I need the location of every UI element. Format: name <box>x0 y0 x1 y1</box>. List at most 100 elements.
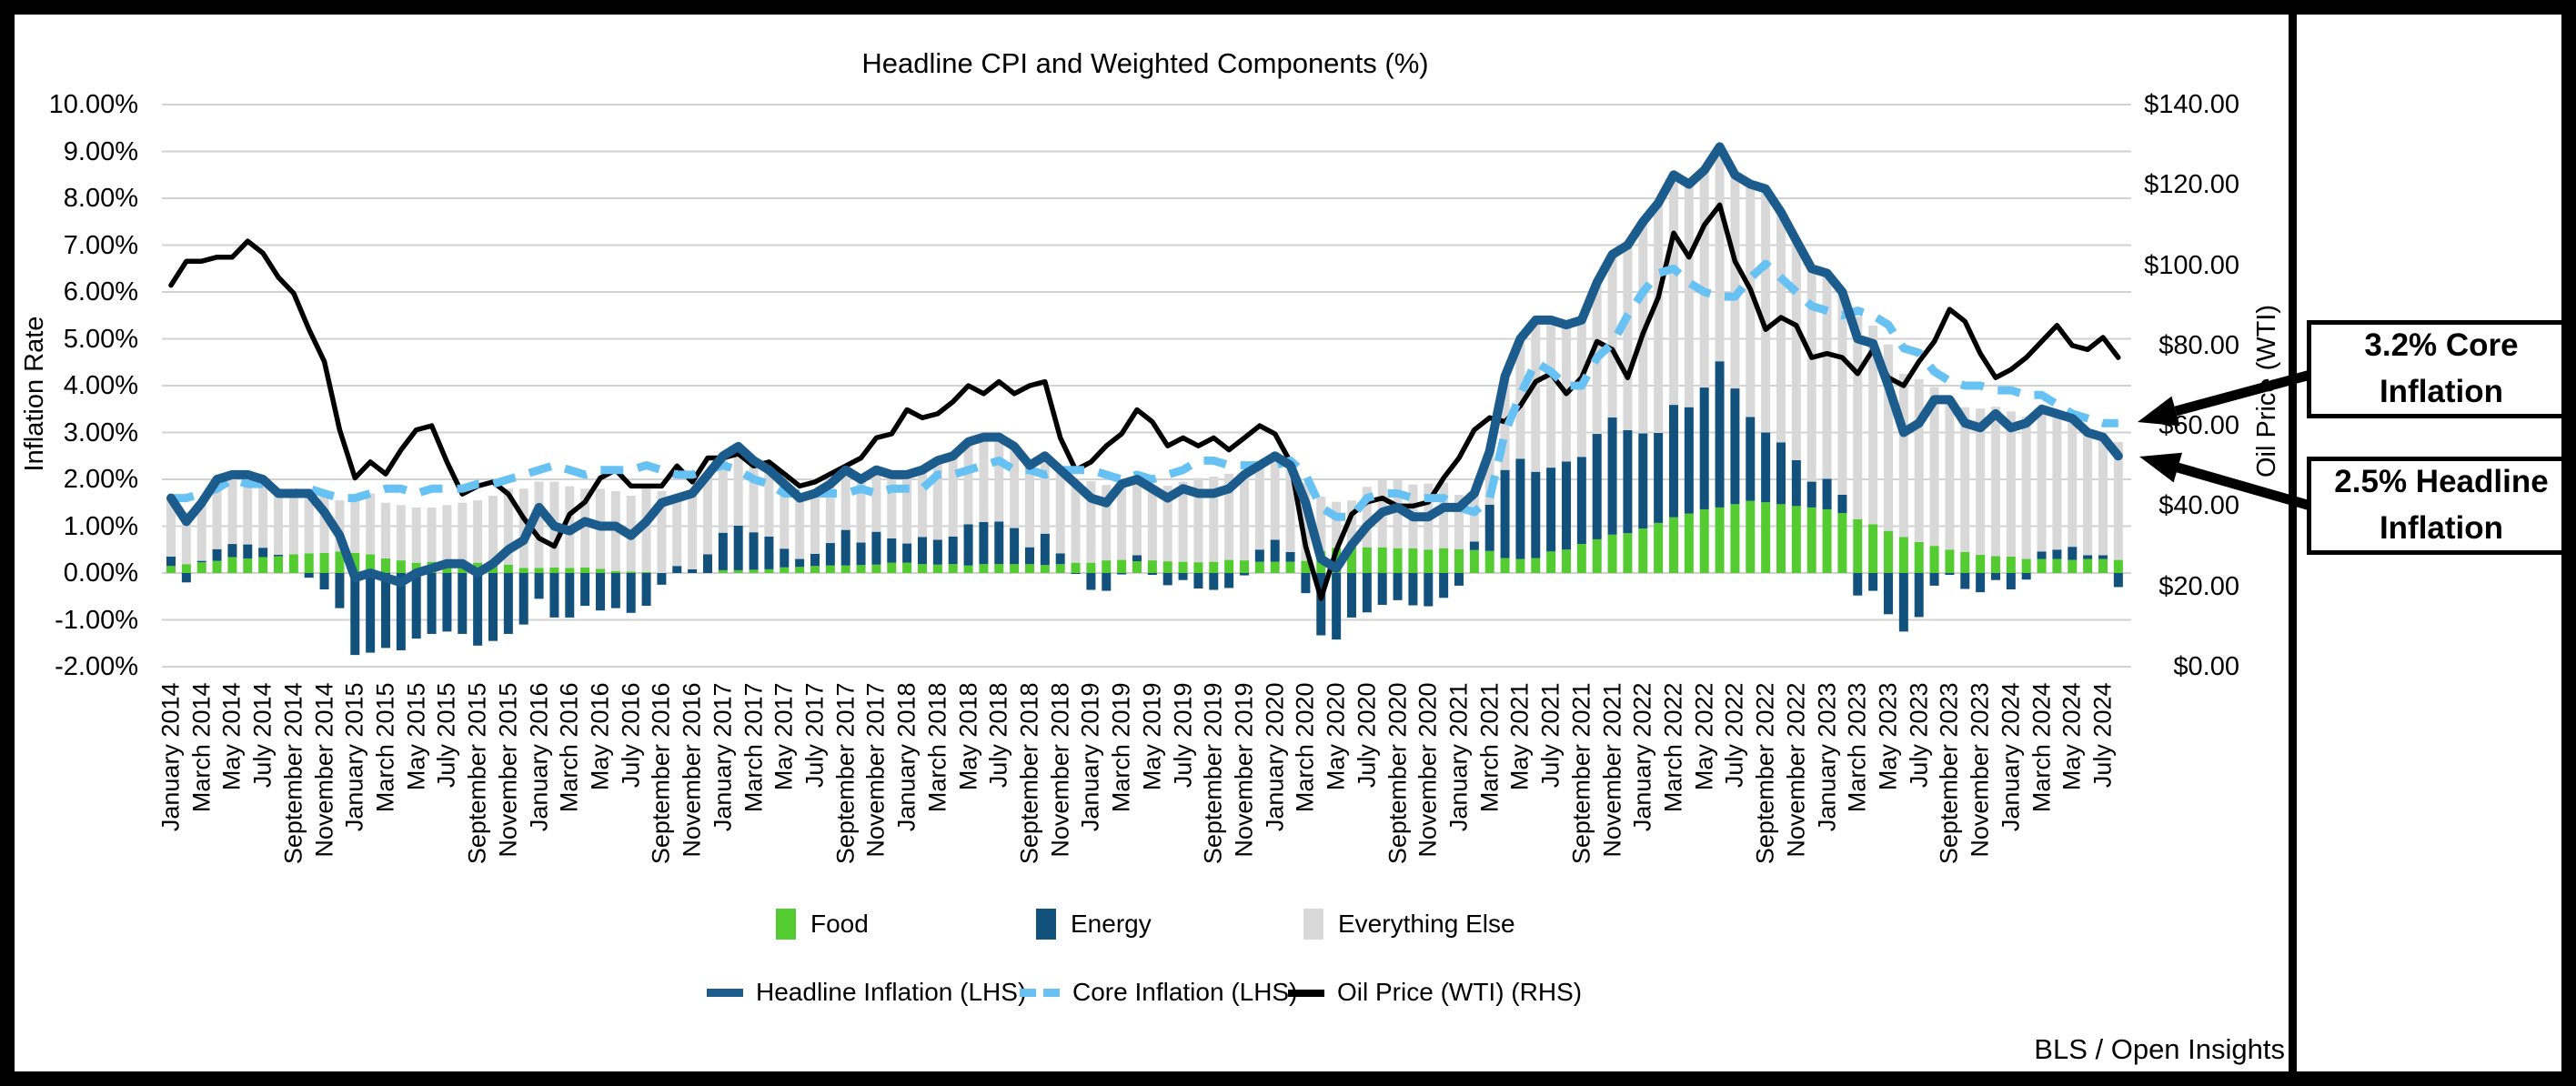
bar-food <box>1623 533 1633 573</box>
bar-energy <box>1531 471 1541 558</box>
bar-energy <box>1730 388 1740 505</box>
left-axis-tick: 8.00% <box>63 184 138 213</box>
bar-energy <box>549 573 559 618</box>
bar-everything-else <box>1332 501 1342 548</box>
bar-food <box>825 565 835 573</box>
bar-energy <box>610 573 620 608</box>
bar-energy <box>319 573 329 590</box>
bar-everything-else <box>1761 188 1771 433</box>
bar-food <box>1960 551 1970 573</box>
bar-everything-else <box>1224 473 1234 560</box>
bar-energy <box>1254 549 1264 562</box>
bar-everything-else <box>288 493 298 555</box>
bar-energy <box>1822 478 1832 509</box>
bar-energy <box>1914 573 1924 618</box>
bar-energy <box>795 558 805 568</box>
bar-everything-else <box>1193 478 1203 563</box>
bar-everything-else <box>887 474 897 538</box>
bar-food <box>1822 508 1832 573</box>
bar-food <box>2113 559 2123 573</box>
bar-food <box>565 568 575 573</box>
bar-food <box>1561 549 1571 573</box>
bar-everything-else <box>1746 184 1756 417</box>
bar-energy <box>518 573 528 625</box>
bar-everything-else <box>2113 441 2123 560</box>
bar-everything-else <box>780 484 790 549</box>
bar-food <box>1469 549 1479 573</box>
bar-everything-else <box>1623 245 1633 430</box>
bar-energy <box>1132 555 1142 562</box>
bar-everything-else <box>243 474 253 545</box>
legend-food-label: Food <box>810 910 869 938</box>
bar-everything-else <box>458 502 468 563</box>
left-axis-tick: 2.00% <box>63 465 138 494</box>
source-credit: BLS / Open Insights <box>2034 1033 2285 1065</box>
bar-energy <box>2098 555 2108 559</box>
legend-everything-else-swatch <box>1303 909 1323 940</box>
bar-everything-else <box>795 498 805 559</box>
bar-energy <box>258 548 268 558</box>
bar-energy <box>1377 573 1387 606</box>
bar-food <box>626 571 636 573</box>
bar-food <box>1868 524 1878 573</box>
bar-food <box>2037 558 2047 573</box>
bar-food <box>1914 542 1924 573</box>
bar-food <box>902 562 912 573</box>
bar-food <box>196 562 206 573</box>
bar-everything-else <box>2052 413 2062 550</box>
bar-energy <box>963 524 973 566</box>
bar-everything-else <box>181 512 191 565</box>
bar-food <box>840 565 850 573</box>
legend-energy-label: Energy <box>1071 910 1152 938</box>
panel-divider <box>2289 0 2297 1086</box>
bar-food <box>166 566 176 573</box>
bar-everything-else <box>1454 494 1464 549</box>
bar-everything-else <box>1178 481 1188 562</box>
bar-energy <box>2006 573 2016 590</box>
bar-energy <box>243 544 253 559</box>
bar-energy <box>2083 555 2093 559</box>
bar-everything-else <box>1071 483 1081 563</box>
bar-energy <box>1853 573 1863 596</box>
bar-energy <box>335 573 345 608</box>
bar-everything-else <box>749 460 759 533</box>
bar-food <box>580 567 590 573</box>
bar-food <box>1055 564 1065 573</box>
bar-everything-else <box>427 507 437 562</box>
bar-energy <box>1500 469 1510 558</box>
bar-food <box>1945 549 1955 573</box>
bar-energy <box>1883 573 1893 615</box>
bar-everything-else <box>580 488 590 568</box>
bar-energy <box>1270 539 1280 562</box>
bar-everything-else <box>258 479 268 548</box>
bar-energy <box>672 566 682 573</box>
bar-everything-else <box>1515 338 1525 459</box>
bar-food <box>1576 544 1586 573</box>
bar-energy <box>503 573 513 634</box>
bar-everything-else <box>1086 481 1096 563</box>
bar-energy <box>380 573 390 649</box>
bar-food <box>1791 506 1801 573</box>
bar-energy <box>1346 573 1356 618</box>
bar-everything-else <box>1668 175 1678 406</box>
bar-everything-else <box>2006 411 2016 557</box>
bar-everything-else <box>733 446 743 526</box>
bar-food <box>1454 548 1464 573</box>
bar-food <box>1270 561 1280 573</box>
bar-energy <box>1837 494 1847 514</box>
bar-everything-else <box>1699 170 1709 388</box>
bar-energy <box>1561 461 1571 550</box>
bar-everything-else <box>825 484 835 544</box>
bar-food <box>534 568 544 573</box>
left-axis-tick: 0.00% <box>63 558 138 588</box>
bar-energy <box>212 548 222 561</box>
bar-food <box>749 569 759 573</box>
bar-everything-else <box>1945 397 1955 550</box>
bar-energy <box>749 532 759 570</box>
right-axis-tick: $40.00 <box>2158 491 2239 521</box>
bar-energy <box>1607 417 1617 535</box>
bar-energy <box>626 573 636 613</box>
bar-food <box>350 552 360 573</box>
